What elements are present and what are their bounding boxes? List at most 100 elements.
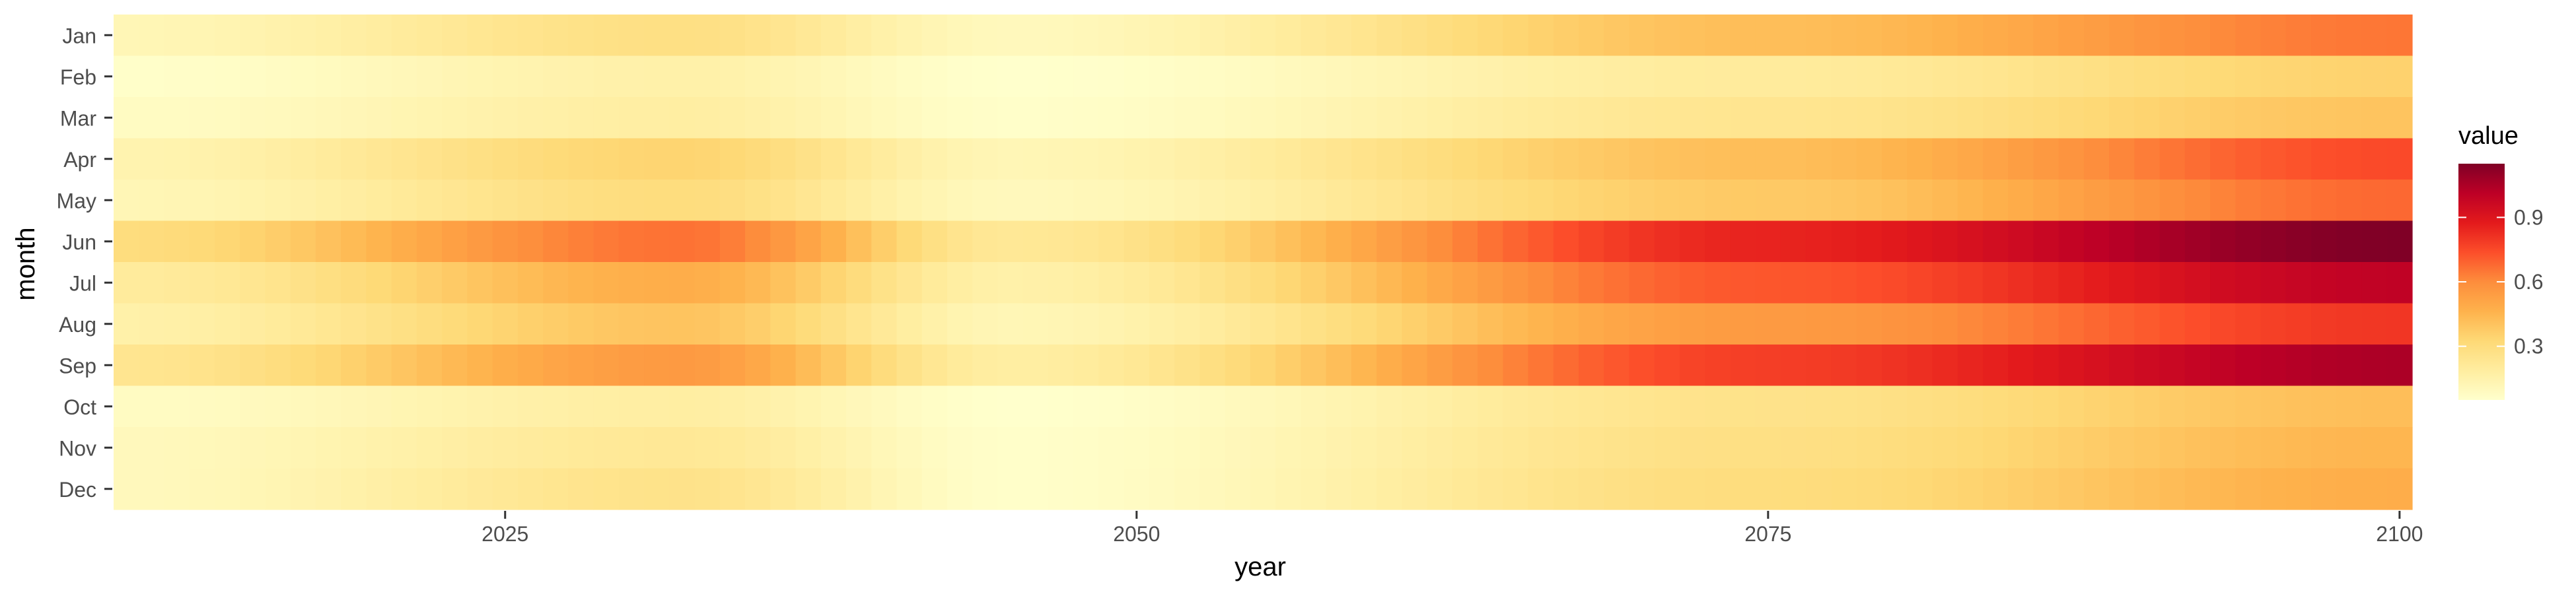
heatmap-cell: [1478, 180, 1503, 222]
heatmap-cell: [139, 220, 165, 263]
heatmap-cell: [644, 427, 670, 469]
heatmap-cell: [2058, 15, 2085, 57]
heatmap-cell: [2033, 138, 2059, 180]
heatmap-cell: [442, 303, 468, 345]
heatmap-cell: [1326, 427, 1352, 469]
heatmap-cell: [921, 385, 948, 428]
heatmap-cell: [795, 138, 822, 180]
heatmap-cell: [972, 55, 999, 98]
heatmap-cell: [2210, 15, 2236, 57]
heatmap-cell: [1478, 427, 1503, 469]
heatmap-cell: [1503, 138, 1529, 180]
heatmap-cell: [2235, 15, 2262, 57]
heatmap-cell: [416, 468, 443, 510]
heatmap-cell: [568, 262, 594, 304]
heatmap-cell: [820, 345, 847, 387]
heatmap-cell: [265, 427, 291, 469]
heatmap-cell: [1301, 345, 1327, 387]
heatmap-cell: [947, 385, 973, 428]
y-axis-title: month: [11, 227, 40, 300]
heatmap-cell: [2033, 468, 2059, 510]
x-tick-label: 2100: [2376, 522, 2423, 546]
heatmap-cell: [795, 180, 822, 222]
heatmap-cell: [1098, 55, 1125, 98]
heatmap-cell: [972, 303, 999, 345]
heatmap-cell: [1199, 55, 1226, 98]
heatmap-cell: [114, 262, 139, 304]
heatmap-cell: [997, 138, 1024, 180]
y-tick-label: Jun: [62, 230, 96, 254]
heatmap-cell: [1654, 15, 1680, 57]
heatmap-cell: [2008, 345, 2034, 387]
heatmap-cell: [921, 303, 948, 345]
heatmap-cell: [1503, 15, 1529, 57]
heatmap-cell: [1124, 303, 1150, 345]
heatmap-cell: [1730, 220, 1756, 263]
heatmap-cell: [1478, 385, 1503, 428]
heatmap-cell: [1124, 97, 1150, 139]
heatmap-cell: [1402, 303, 1428, 345]
heatmap-cell: [871, 345, 898, 387]
heatmap-cell: [1831, 138, 1857, 180]
heatmap-cell: [1250, 303, 1276, 345]
heatmap-cell: [618, 55, 645, 98]
heatmap-cell: [492, 180, 519, 222]
heatmap-cell: [795, 97, 822, 139]
heatmap-cell: [871, 262, 898, 304]
heatmap-cell: [2386, 262, 2413, 304]
heatmap-cell: [214, 385, 240, 428]
heatmap-cell: [1275, 262, 1301, 304]
heatmap-cell: [1629, 15, 1655, 57]
heatmap-cell: [972, 220, 999, 263]
heatmap-cell: [315, 180, 341, 222]
heatmap-cell: [2260, 220, 2287, 263]
heatmap-cell: [1048, 97, 1074, 139]
heatmap-cell: [745, 385, 771, 428]
heatmap-cell: [1174, 15, 1200, 57]
heatmap-cell: [745, 15, 771, 57]
heatmap-cell: [1275, 55, 1301, 98]
heatmap-cell: [1705, 15, 1731, 57]
heatmap-cell: [1604, 345, 1630, 387]
heatmap-cell: [2008, 55, 2034, 98]
heatmap-cell: [1705, 427, 1731, 469]
heatmap-cell: [1806, 303, 1832, 345]
heatmap-cell: [1907, 427, 1933, 469]
heatmap-cell: [2311, 427, 2337, 469]
heatmap-cell: [1149, 427, 1175, 469]
heatmap-cell: [1452, 55, 1478, 98]
heatmap-cell: [1478, 97, 1503, 139]
heatmap-cell: [1856, 180, 1882, 222]
heatmap-cell: [416, 15, 443, 57]
heatmap-cell: [2058, 180, 2085, 222]
heatmap-cell: [1528, 55, 1554, 98]
heatmap-cell: [2033, 303, 2059, 345]
heatmap-cell: [1730, 55, 1756, 98]
heatmap-cell: [1326, 138, 1352, 180]
heatmap-cell: [265, 262, 291, 304]
heatmap-cell: [997, 15, 1024, 57]
heatmap-cell: [1174, 427, 1200, 469]
heatmap-cell: [669, 138, 696, 180]
heatmap-cell: [1225, 138, 1251, 180]
heatmap-cell: [1250, 220, 1276, 263]
heatmap-cell: [1528, 345, 1554, 387]
heatmap-cell: [1149, 55, 1175, 98]
heatmap-cell: [366, 15, 392, 57]
heatmap-cell: [1377, 345, 1402, 387]
heatmap-cell: [265, 345, 291, 387]
heatmap-cell: [164, 97, 190, 139]
heatmap-cell: [1982, 97, 2009, 139]
heatmap-cell: [1098, 97, 1125, 139]
heatmap-cell: [2184, 427, 2211, 469]
heatmap-cell: [997, 468, 1024, 510]
heatmap-cell: [492, 220, 519, 263]
heatmap-cell: [1402, 262, 1428, 304]
heatmap-cell: [1250, 55, 1276, 98]
heatmap-cell: [1730, 262, 1756, 304]
heatmap-cell: [1957, 180, 1984, 222]
heatmap-cell: [1579, 138, 1604, 180]
heatmap-cell: [2311, 15, 2337, 57]
heatmap-cell: [1654, 97, 1680, 139]
heatmap-cell: [290, 303, 316, 345]
